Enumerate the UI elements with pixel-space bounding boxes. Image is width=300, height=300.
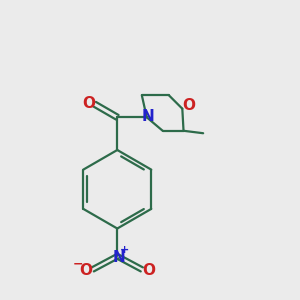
Text: O: O [82, 96, 95, 111]
Text: N: N [112, 250, 125, 266]
Text: O: O [79, 262, 92, 278]
Text: N: N [141, 109, 154, 124]
Text: +: + [120, 245, 129, 255]
Text: O: O [182, 98, 195, 113]
Text: O: O [142, 262, 155, 278]
Text: −: − [73, 257, 84, 270]
